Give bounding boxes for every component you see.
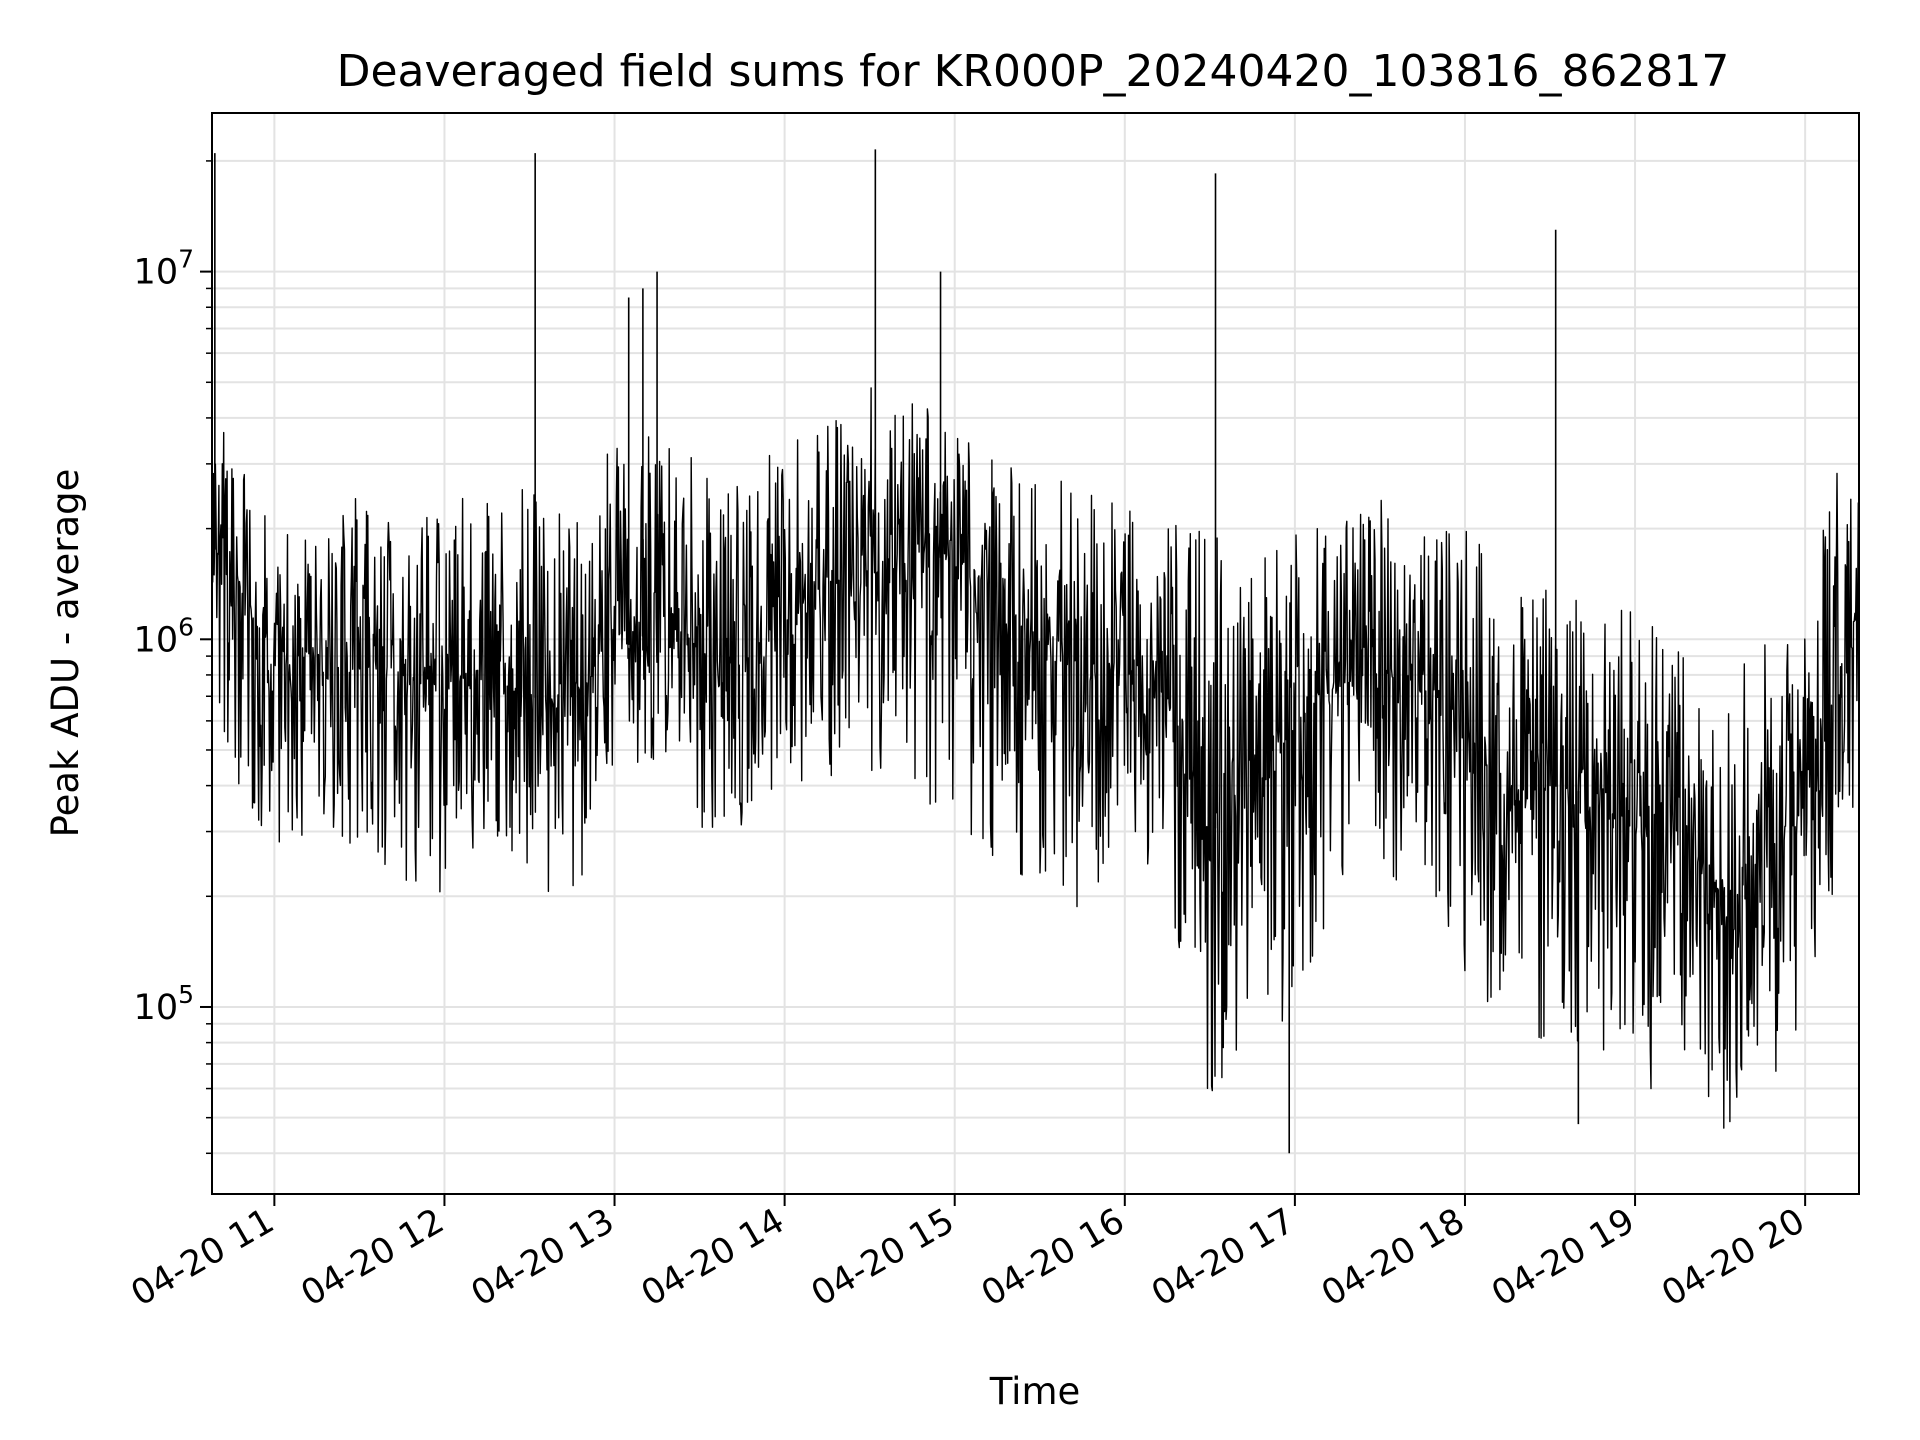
y-tick-base: 10 bbox=[134, 253, 179, 293]
y-tick-label: 105 bbox=[134, 980, 194, 1028]
y-tick-exponent: 6 bbox=[178, 612, 194, 641]
y-tick-exponent: 5 bbox=[178, 980, 194, 1009]
series-path bbox=[211, 387, 1860, 1129]
x-axis-label: Time bbox=[989, 1370, 1081, 1413]
plot-frame bbox=[211, 112, 1860, 1195]
y-tick-exponent: 7 bbox=[178, 245, 194, 274]
y-tick-label: 106 bbox=[134, 612, 194, 660]
y-tick-base: 10 bbox=[134, 620, 179, 660]
y-tick-base: 10 bbox=[134, 988, 179, 1028]
series-line bbox=[211, 149, 1860, 1154]
y-axis-label: Peak ADU - average bbox=[44, 469, 87, 838]
chart-title: Deaveraged field sums for KR000P_2024042… bbox=[337, 46, 1730, 97]
y-tick-label: 107 bbox=[134, 245, 194, 293]
